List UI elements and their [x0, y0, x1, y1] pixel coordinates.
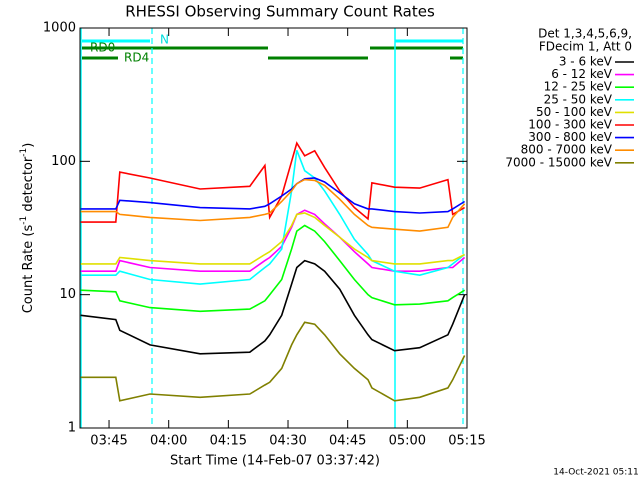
series-line [80, 178, 466, 232]
legend-label: 12 - 25 keV [544, 80, 613, 94]
legend-header: Det 1,3,4,5,6,9, [538, 27, 632, 41]
legend-label: 7000 - 15000 keV [505, 155, 612, 169]
y-tick-label: 1000 [43, 21, 76, 36]
x-tick-label: 04:45 [329, 434, 366, 449]
status-label: RD4 [124, 51, 149, 65]
series-line [80, 212, 465, 265]
status-label: N [160, 33, 169, 47]
series-line [80, 321, 466, 402]
x-tick-label: 03:45 [90, 434, 127, 449]
x-tick-label: 04:15 [210, 434, 247, 449]
x-tick-label: 05:00 [389, 434, 426, 449]
legend-header: FDecim 1, Att 0 [539, 40, 632, 54]
x-tick-label: 05:15 [448, 434, 485, 449]
status-label: RD0 [90, 41, 115, 55]
y-tick-label: 1 [68, 421, 76, 436]
y-axis-label-part: ) [21, 143, 36, 148]
axes-frame [79, 27, 468, 429]
x-tick-label: 04:00 [150, 434, 187, 449]
legend-label: 50 - 100 keV [536, 105, 613, 119]
legend-label: 800 - 7000 keV [521, 143, 613, 157]
series-line [80, 259, 466, 355]
y-axis-label: Count Rate (s-1 detector-1) [19, 143, 36, 314]
legend-label: 100 - 300 keV [528, 118, 612, 132]
x-tick-label: 04:30 [269, 434, 306, 449]
series-line [80, 150, 466, 285]
legend-label: 25 - 50 keV [544, 92, 613, 106]
y-axis-label-part: detector [21, 156, 36, 216]
y-axis-label-sup: -1 [19, 148, 29, 157]
chart-title: RHESSI Observing Summary Count Rates [125, 3, 435, 21]
y-axis-label-sup: -1 [19, 216, 29, 225]
y-tick-label: 100 [51, 154, 76, 169]
legend-label: 300 - 800 keV [528, 130, 612, 144]
legend-label: 3 - 6 keV [559, 55, 613, 69]
timestamp: 14-Oct-2021 05:11 [553, 468, 638, 478]
x-axis-label: Start Time (14-Feb-07 03:37:42) [170, 454, 380, 469]
y-tick-label: 10 [59, 287, 76, 302]
series-line [80, 224, 466, 313]
series-line [80, 209, 466, 272]
legend-label: 6 - 12 keV [551, 67, 613, 81]
plot-area: N RD0 RD4 [80, 28, 464, 428]
y-axis-label-part: Count Rate (s [21, 225, 36, 314]
series-line [80, 141, 465, 223]
